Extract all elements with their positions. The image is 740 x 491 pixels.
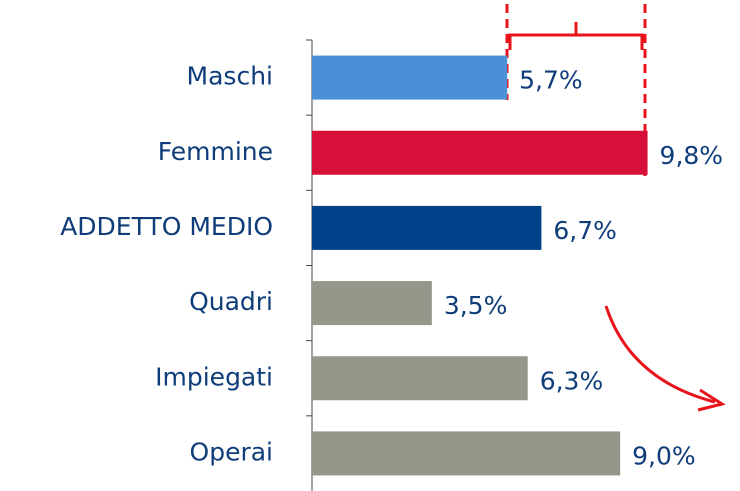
category-label: Femmine	[158, 137, 273, 166]
category-label: ADDETTO MEDIO	[60, 212, 273, 241]
bracket	[508, 22, 644, 50]
bar	[312, 205, 542, 250]
category-label: Quadri	[189, 287, 273, 316]
category-label: Maschi	[187, 62, 273, 91]
bar	[312, 281, 432, 326]
arrow-head	[697, 388, 726, 412]
bar	[312, 130, 648, 175]
bar	[312, 431, 621, 476]
category-label: Operai	[190, 437, 273, 466]
bar	[312, 55, 508, 100]
value-label: 6,3%	[540, 366, 604, 395]
value-label: 5,7%	[519, 66, 583, 95]
category-label: Impiegati	[155, 362, 273, 391]
value-label: 3,5%	[444, 291, 508, 320]
value-label: 6,7%	[553, 216, 617, 245]
arrow	[604, 305, 716, 404]
value-label: 9,0%	[632, 441, 696, 470]
value-label: 9,8%	[660, 141, 724, 170]
bar	[312, 356, 528, 401]
